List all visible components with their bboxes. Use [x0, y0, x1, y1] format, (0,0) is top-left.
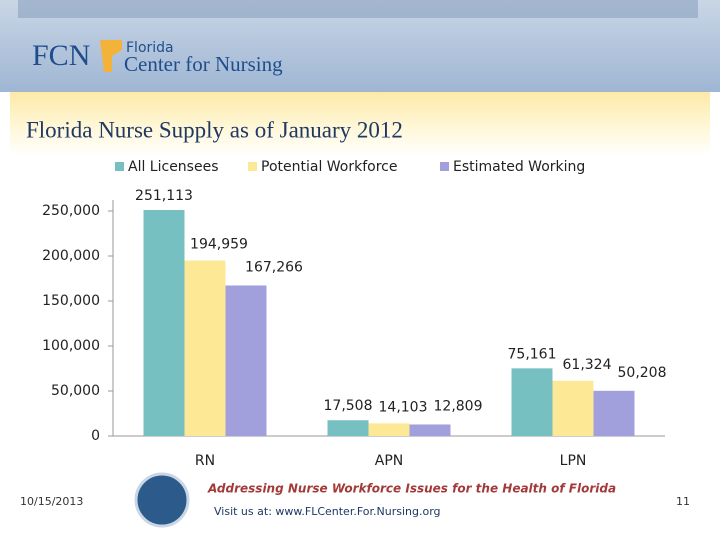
legend-label: Estimated Working	[453, 159, 585, 175]
bar	[552, 380, 594, 436]
value-label: 50,208	[618, 365, 667, 381]
value-label: 14,103	[379, 399, 428, 415]
header-strip	[18, 0, 698, 18]
legend-swatch	[248, 162, 257, 171]
bar	[593, 390, 635, 436]
bar	[143, 209, 185, 436]
tagline: Addressing Nurse Workforce Issues for th…	[207, 482, 616, 496]
value-label: 194,959	[190, 237, 248, 253]
logo-line1: Florida	[126, 40, 174, 56]
logo-line2: Center for Nursing	[124, 52, 283, 76]
legend-swatch	[440, 162, 449, 171]
y-tick-label: 150,000	[42, 293, 100, 309]
bar	[184, 260, 226, 436]
bar	[327, 420, 369, 436]
bar	[511, 368, 553, 436]
y-tick-label: 200,000	[42, 248, 100, 264]
date: 10/15/2013	[20, 495, 83, 508]
legend-swatch	[115, 162, 124, 171]
y-tick-label: 100,000	[42, 338, 100, 354]
y-tick-label: 50,000	[51, 383, 100, 399]
value-label: 251,113	[135, 188, 193, 204]
title-band	[10, 92, 710, 156]
value-label: 17,508	[324, 398, 373, 414]
value-label: 61,324	[563, 357, 612, 373]
page-number: 11	[676, 495, 690, 508]
x-tick-label: RN	[195, 453, 215, 469]
logo-abbr: FCN	[32, 39, 90, 72]
value-label: 75,161	[508, 346, 557, 362]
logo-shape	[100, 40, 122, 72]
chart-title: Florida Nurse Supply as of January 2012	[26, 117, 403, 142]
url: Visit us at: www.FLCenter.For.Nursing.or…	[214, 505, 441, 518]
plot: 0 50,000 100,000 150,000 200,000 250,000 All L…	[42, 159, 666, 469]
bar	[225, 285, 267, 436]
seal	[134, 472, 190, 528]
y-tick-label: 0	[91, 428, 100, 444]
y-tick-label: 250,000	[42, 203, 100, 219]
x-tick-label: APN	[375, 453, 404, 469]
bar	[368, 423, 410, 436]
bar	[409, 424, 451, 436]
value-label: 12,809	[434, 398, 483, 414]
legend-label: All Licensees	[128, 159, 219, 175]
x-tick-label: LPN	[560, 453, 587, 469]
value-label: 167,266	[245, 259, 303, 275]
legend-label: Potential Workforce	[261, 159, 398, 175]
